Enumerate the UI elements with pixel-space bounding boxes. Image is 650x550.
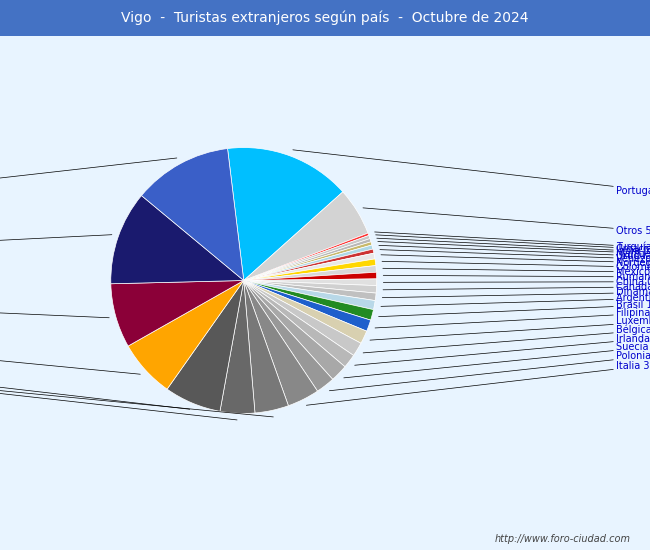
Text: Polonia 2.3%: Polonia 2.3% bbox=[330, 351, 650, 390]
Text: Reino Unido 4.1%: Reino Unido 4.1% bbox=[0, 369, 273, 417]
Text: Marruecos 0.4%: Marruecos 0.4% bbox=[378, 241, 650, 259]
Text: Luxemburgo 1.6%: Luxemburgo 1.6% bbox=[370, 316, 650, 340]
Text: Suiza 4.2%: Suiza 4.2% bbox=[0, 371, 237, 420]
Text: Austria 6.9%: Austria 6.9% bbox=[0, 364, 190, 409]
Text: EEUU 7.8%: EEUU 7.8% bbox=[0, 301, 109, 318]
Text: Dinamarca 0.9%: Dinamarca 0.9% bbox=[382, 287, 650, 298]
Wedge shape bbox=[227, 147, 343, 280]
Text: http://www.foro-ciudad.com: http://www.foro-ciudad.com bbox=[495, 535, 630, 544]
Wedge shape bbox=[244, 280, 375, 310]
Wedge shape bbox=[244, 245, 373, 280]
Wedge shape bbox=[111, 196, 244, 284]
Wedge shape bbox=[244, 253, 375, 280]
Wedge shape bbox=[220, 280, 255, 414]
Wedge shape bbox=[244, 280, 354, 367]
Wedge shape bbox=[244, 239, 371, 280]
Text: Brasil 1.3%: Brasil 1.3% bbox=[378, 300, 650, 317]
Wedge shape bbox=[244, 259, 376, 281]
Text: Noruega 0.7%: Noruega 0.7% bbox=[381, 255, 650, 268]
Text: Venezuela 0.5%: Venezuela 0.5% bbox=[380, 250, 650, 265]
Wedge shape bbox=[244, 280, 289, 413]
Wedge shape bbox=[244, 249, 374, 280]
Wedge shape bbox=[244, 280, 361, 355]
Wedge shape bbox=[244, 233, 369, 280]
Wedge shape bbox=[244, 272, 377, 280]
Text: Otros 5.8%: Otros 5.8% bbox=[363, 208, 650, 236]
Text: Colombia 0.8%: Colombia 0.8% bbox=[382, 261, 650, 272]
Wedge shape bbox=[244, 280, 376, 293]
Wedge shape bbox=[244, 280, 370, 331]
Text: India 0.4%: India 0.4% bbox=[377, 238, 650, 256]
Text: Suecia 2.1%: Suecia 2.1% bbox=[344, 342, 650, 378]
Text: Canadá 0.9%: Canadá 0.9% bbox=[383, 282, 650, 292]
Wedge shape bbox=[244, 266, 376, 280]
Wedge shape bbox=[244, 279, 377, 285]
Wedge shape bbox=[244, 280, 345, 380]
Wedge shape bbox=[111, 280, 244, 346]
Wedge shape bbox=[244, 242, 372, 280]
Wedge shape bbox=[244, 280, 374, 320]
Wedge shape bbox=[244, 192, 368, 280]
Wedge shape bbox=[244, 280, 317, 406]
Text: Irlanda 1.7%: Irlanda 1.7% bbox=[355, 334, 650, 365]
Text: Uruguay 0.5%: Uruguay 0.5% bbox=[379, 245, 650, 261]
Text: Italia 3.9%: Italia 3.9% bbox=[306, 361, 650, 405]
Text: Países Bajos 11.4%: Países Bajos 11.4% bbox=[0, 235, 112, 254]
Text: Argentina 1.1%: Argentina 1.1% bbox=[381, 293, 650, 306]
Wedge shape bbox=[244, 235, 370, 280]
Text: Rumanía 0.8%: Rumanía 0.8% bbox=[384, 272, 650, 282]
Wedge shape bbox=[244, 280, 333, 391]
Text: Filipinas 1.4%: Filipinas 1.4% bbox=[375, 308, 650, 328]
Wedge shape bbox=[128, 280, 244, 389]
Wedge shape bbox=[244, 280, 367, 343]
Text: China 0.8%: China 0.8% bbox=[384, 277, 650, 287]
Wedge shape bbox=[167, 280, 244, 411]
Text: Alemania 7.0%: Alemania 7.0% bbox=[0, 340, 140, 374]
Text: Francia 12.0%: Francia 12.0% bbox=[0, 158, 177, 201]
Wedge shape bbox=[244, 280, 376, 301]
Text: Vigo  -  Turistas extranjeros según país  -  Octubre de 2024: Vigo - Turistas extranjeros según país -… bbox=[122, 10, 528, 25]
Wedge shape bbox=[142, 148, 244, 280]
Text: Croacia 0.4%: Croacia 0.4% bbox=[376, 235, 650, 254]
Text: México 0.8%: México 0.8% bbox=[383, 267, 650, 277]
Text: Bélgica 1.7%: Bélgica 1.7% bbox=[363, 325, 650, 353]
Text: Portugal 15.3%: Portugal 15.3% bbox=[293, 150, 650, 196]
Text: Turquía 0.3%: Turquía 0.3% bbox=[374, 232, 650, 252]
